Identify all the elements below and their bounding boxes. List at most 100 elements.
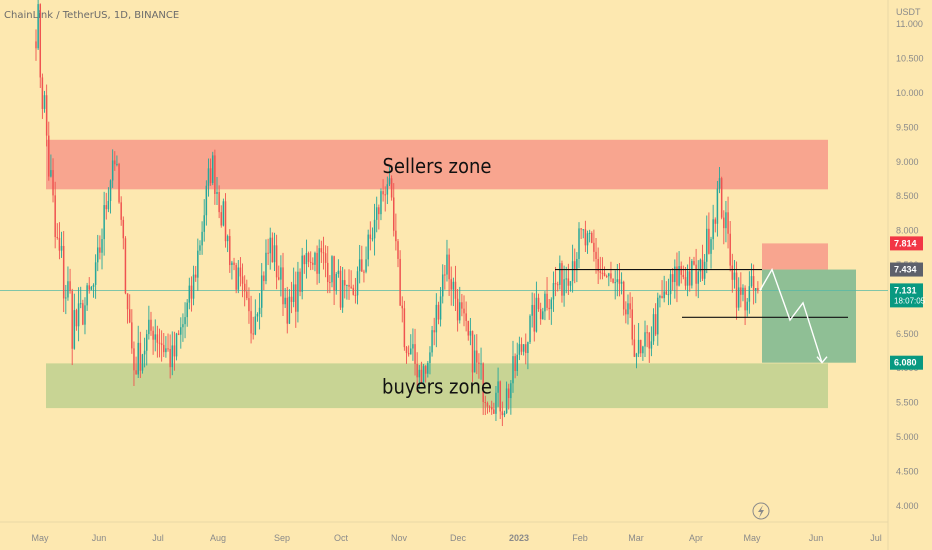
candle-body [354, 294, 357, 296]
candle-body [324, 253, 327, 263]
candle-body [333, 256, 335, 291]
candle-body [48, 135, 50, 177]
candle-body [67, 281, 69, 298]
candle-body [211, 155, 214, 184]
candle-body [591, 232, 593, 243]
candle-body [554, 283, 557, 285]
candle-body [54, 195, 56, 237]
candle-body [678, 266, 680, 286]
candle-body [695, 264, 697, 284]
candle-body [392, 197, 395, 231]
candle-body [201, 231, 203, 246]
candle-body [740, 287, 742, 295]
candle-body [145, 334, 148, 351]
candle-body [525, 344, 527, 354]
candle-body [367, 234, 369, 260]
candle-body [260, 275, 263, 308]
candle-body [635, 353, 638, 357]
candle-body [454, 281, 457, 299]
candle-body [505, 388, 508, 414]
candle-body [648, 332, 651, 349]
entry-price-tag-bg [890, 262, 923, 277]
candle-body [386, 184, 389, 195]
candle-body [588, 232, 591, 234]
candle-body [320, 248, 323, 253]
candle-body [109, 180, 112, 201]
candle-body [429, 352, 431, 364]
candle-body [52, 170, 54, 196]
candle-body [216, 192, 218, 194]
candle-body [150, 319, 152, 331]
candle-body [122, 219, 125, 239]
candle-body [437, 304, 440, 320]
candle-body [118, 163, 120, 203]
candle-body [167, 348, 169, 350]
projection-path [759, 267, 823, 363]
x-tick-label: May [31, 533, 49, 543]
candle-body [569, 281, 572, 286]
candle-body [450, 279, 452, 290]
y-tick-label: 10.000 [896, 88, 924, 98]
candle-body [39, 4, 42, 78]
candle-body [727, 212, 729, 234]
candle-body [444, 274, 446, 276]
candle-body [737, 287, 740, 308]
candle-body [629, 303, 631, 310]
y-tick-label: 6.500 [896, 329, 919, 339]
candle-body [465, 313, 467, 321]
candle-body [669, 274, 672, 295]
candle-body [371, 238, 374, 240]
x-tick-label: Feb [572, 533, 588, 543]
candle-body [339, 270, 342, 308]
candle-body [169, 348, 171, 368]
candle-body [141, 354, 144, 371]
take-profit-area [762, 269, 856, 363]
candle-body [654, 314, 657, 335]
candle-body [725, 212, 727, 229]
candle-body [312, 262, 314, 265]
candle-body [546, 293, 548, 308]
candle-body [341, 280, 344, 308]
candle-body [252, 333, 254, 335]
candle-body [659, 296, 661, 298]
candle-body [493, 409, 495, 414]
candle-body [410, 348, 412, 355]
candle-body [369, 234, 372, 239]
candle-body [135, 370, 137, 375]
candle-body [258, 307, 261, 314]
candle-body [137, 342, 139, 375]
candle-body [573, 261, 576, 269]
candle-body [79, 303, 82, 305]
candle-body [420, 369, 423, 383]
candle-body [194, 274, 197, 278]
candle-body [254, 316, 257, 335]
candle-body [326, 262, 329, 283]
y-tick-label: 10.500 [896, 54, 924, 64]
x-tick-label: Mar [628, 533, 644, 543]
y-tick-label: 5.500 [896, 398, 919, 408]
candle-body [128, 309, 131, 323]
target-price-tag-bg [890, 355, 923, 370]
buyers-zone-label: buyers zone [382, 374, 492, 398]
candle-body [473, 350, 476, 373]
candle-body [441, 274, 444, 297]
x-tick-label: Jun [92, 533, 107, 543]
candle-body [331, 256, 333, 283]
candle-body [733, 272, 736, 280]
candle-body [582, 229, 585, 231]
x-tick-label: Sep [274, 533, 290, 543]
candle-body [282, 267, 284, 305]
candle-body [674, 266, 676, 283]
candle-body [43, 95, 46, 109]
candle-body [65, 297, 67, 299]
candle-body [316, 252, 318, 274]
candle-body [661, 296, 663, 299]
candle-body [86, 285, 88, 306]
candle-body [156, 334, 159, 343]
candle-body [484, 401, 487, 404]
candle-body [497, 381, 499, 393]
candle-body [292, 284, 295, 302]
buyers-zone [46, 363, 828, 409]
